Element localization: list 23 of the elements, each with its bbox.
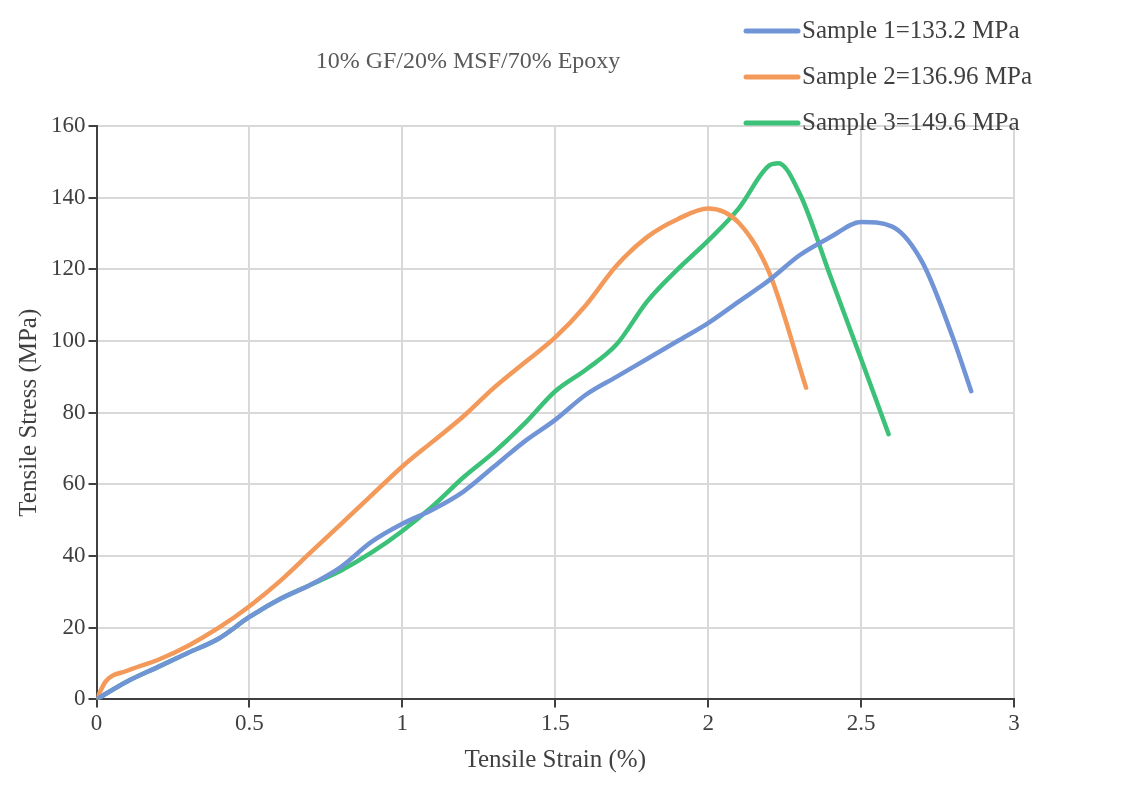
- y-tick-label: 100: [51, 327, 86, 353]
- x-tick-label: 1.5: [540, 710, 570, 736]
- x-tick-label: 2.5: [846, 710, 876, 736]
- chart-title: 10% GF/20% MSF/70% Epoxy: [315, 47, 621, 74]
- x-axis-title: Tensile Strain (%): [464, 744, 647, 773]
- x-tick-label: 2: [702, 710, 714, 736]
- y-tick-label: 20: [62, 613, 86, 639]
- y-tick-label: 160: [51, 112, 86, 138]
- y-tick-label: 140: [51, 183, 86, 209]
- x-tick-label: 0.5: [235, 710, 264, 736]
- x-tick-label: 0: [90, 710, 103, 736]
- legend-label: Sample 1=133.2 MPa: [802, 15, 1020, 43]
- legend-label: Sample 3=149.6 MPa: [802, 107, 1020, 135]
- legend-label: Sample 2=136.96 MPa: [802, 61, 1033, 89]
- line-series: [96, 219, 974, 700]
- y-tick-label: 60: [62, 470, 86, 496]
- y-tick-label: 40: [62, 542, 86, 568]
- y-tick-label: 120: [51, 255, 86, 281]
- y-axis-title: Tensile Stress (MPa): [13, 308, 42, 517]
- x-tick-label: 3: [1008, 710, 1020, 736]
- x-tick-label: 1: [396, 710, 409, 736]
- y-tick-label: 80: [62, 398, 86, 424]
- y-tick-label: 0: [74, 685, 86, 711]
